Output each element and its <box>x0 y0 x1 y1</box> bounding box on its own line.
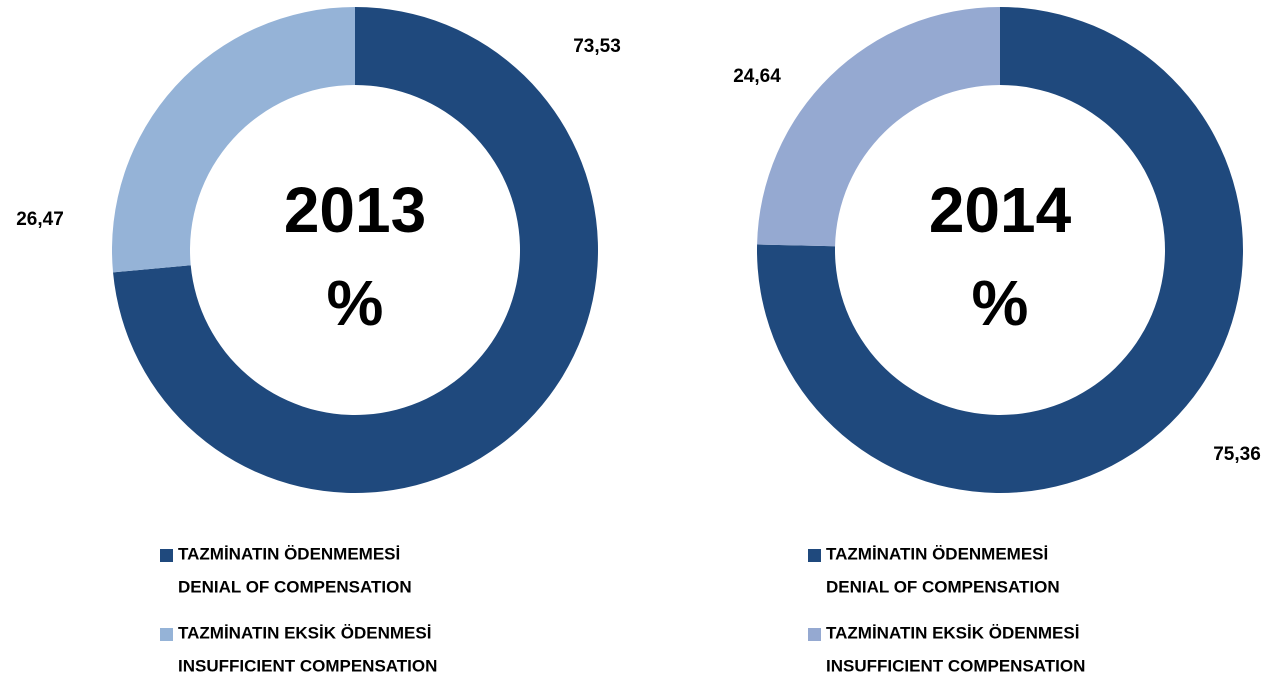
donut-segment <box>113 7 598 493</box>
legend-label: TAZMİNATIN ÖDENMEMESİ <box>178 544 400 563</box>
legend-label: INSUFFICIENT COMPENSATION <box>178 656 437 675</box>
value-label: 75,36 <box>1213 444 1261 465</box>
legend-label: TAZMİNATIN EKSİK ÖDENMESİ <box>826 623 1079 642</box>
center-title: 2013 <box>284 174 426 246</box>
legend-swatch <box>808 628 821 641</box>
legend-swatch <box>808 549 821 562</box>
value-label: 26,47 <box>16 209 64 230</box>
legend-label: INSUFFICIENT COMPENSATION <box>826 656 1085 675</box>
center-title: 2014 <box>929 174 1072 246</box>
legend-label: TAZMİNATIN EKSİK ÖDENMESİ <box>178 623 431 642</box>
legend-label: DENIAL OF COMPENSATION <box>178 577 412 596</box>
legend-label: DENIAL OF COMPENSATION <box>826 577 1060 596</box>
center-subtitle: % <box>972 267 1029 339</box>
value-label: 24,64 <box>733 66 781 87</box>
legend-swatch <box>160 628 173 641</box>
donut-segment <box>757 7 1243 493</box>
value-label: 73,53 <box>573 36 621 57</box>
donut-segment <box>757 7 1000 247</box>
legend-swatch <box>160 549 173 562</box>
center-subtitle: % <box>327 267 384 339</box>
donut-segment <box>111 7 355 273</box>
legend-label: TAZMİNATIN ÖDENMEMESİ <box>826 544 1048 563</box>
